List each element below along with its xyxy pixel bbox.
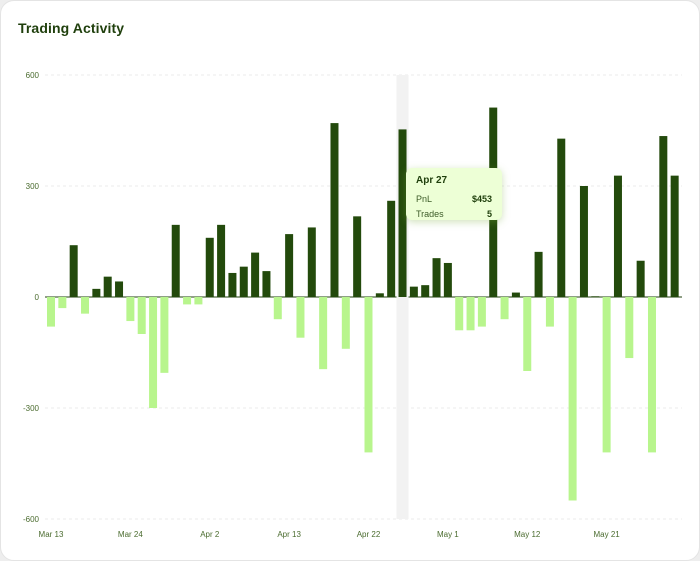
bar: [353, 216, 362, 297]
bar: [341, 297, 350, 349]
bar: [194, 297, 203, 305]
bar: [205, 237, 214, 297]
bar: [228, 272, 237, 297]
bar: [591, 296, 600, 298]
bar: [523, 297, 532, 371]
bar: [273, 297, 282, 320]
tooltip-trades-label: Trades: [416, 209, 444, 219]
bar: [262, 271, 271, 297]
x-tick-label: Apr 13: [277, 530, 301, 539]
tooltip-trades-value: 5: [486, 209, 492, 219]
bar: [647, 297, 656, 453]
bar: [659, 136, 668, 297]
bar: [625, 297, 634, 359]
x-tick-label: May 12: [514, 530, 541, 539]
bar: [239, 266, 248, 297]
bar: [579, 186, 588, 297]
bar: [432, 258, 441, 297]
bar: [534, 251, 543, 297]
bar: [149, 297, 158, 408]
tooltip-pnl-value: $453: [471, 194, 492, 204]
bar: [81, 297, 90, 314]
bar: [568, 297, 577, 501]
chart-title: Trading Activity: [18, 20, 125, 36]
y-tick-label: -600: [23, 515, 40, 524]
bar: [636, 260, 645, 297]
bar: [47, 297, 55, 327]
bar: [466, 297, 475, 331]
bar: [557, 138, 566, 297]
bar: [115, 281, 124, 297]
bar: [477, 297, 486, 327]
bar: [319, 297, 328, 370]
bar: [670, 175, 679, 297]
tooltip-pnl-row: PnL $453: [416, 192, 492, 207]
bar: [409, 286, 418, 297]
bar: [137, 297, 146, 334]
x-tick-label: Apr 22: [357, 530, 381, 539]
bar: [375, 293, 384, 297]
bar: [511, 292, 520, 297]
bar: [421, 285, 430, 297]
bar: [500, 297, 509, 320]
bar: [455, 297, 464, 331]
tooltip-pnl-label: PnL: [416, 194, 433, 204]
bar: [602, 297, 611, 453]
bar: [126, 297, 135, 322]
x-tick-label: Mar 24: [118, 530, 143, 539]
y-tick-label: 300: [26, 182, 40, 191]
bar: [171, 224, 180, 297]
tooltip-date: Apr 27: [416, 175, 448, 186]
y-tick-label: 0: [35, 293, 40, 302]
bar: [613, 175, 622, 297]
bar: [217, 224, 226, 297]
bar: [183, 297, 192, 305]
bar: [285, 234, 294, 297]
bar: [251, 252, 260, 297]
bar: [443, 262, 452, 297]
x-tick-label: May 21: [594, 530, 621, 539]
bar: [545, 297, 554, 327]
bar: [330, 123, 339, 297]
bar: [92, 288, 101, 297]
x-tick-label: May 1: [437, 530, 459, 539]
bar: [160, 297, 169, 373]
bar: [69, 245, 78, 297]
x-tick-label: Apr 2: [200, 530, 220, 539]
bar-tooltip: Apr 27 PnL $453 Trades 5: [406, 168, 502, 220]
tooltip-trades-row: Trades 5: [416, 207, 492, 222]
bars-layer: [47, 107, 679, 501]
bar: [307, 227, 316, 297]
bar: [398, 129, 407, 297]
y-tick-label: -300: [23, 404, 40, 413]
x-ticks: Mar 13 Mar 24 Apr 2 Apr 13 Apr 22 May 1 May 12…: [39, 530, 621, 539]
y-ticks: 600 300 0 -300 -600: [23, 71, 40, 524]
bar: [387, 200, 396, 297]
bar: [296, 297, 305, 338]
bar: [103, 276, 112, 297]
bar: [58, 297, 67, 309]
y-tick-label: 600: [26, 71, 40, 80]
bar: [364, 297, 373, 453]
x-tick-label: Mar 13: [39, 530, 64, 539]
